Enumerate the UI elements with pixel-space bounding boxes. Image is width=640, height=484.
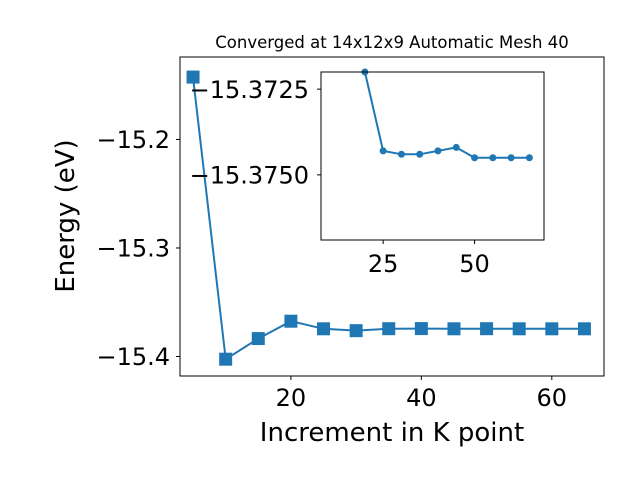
main-data-point	[382, 322, 396, 336]
inset-data-point	[525, 154, 533, 162]
inset-x-tick-label: 25	[368, 250, 399, 278]
main-y-ticks: −15.4 −15.3 −15.2	[96, 126, 180, 371]
inset-data-point	[397, 150, 405, 158]
inset-data-point	[471, 154, 479, 162]
main-data-point	[219, 352, 233, 366]
inset-plot-area: 25 50 −15.3750 −15.3725	[190, 68, 545, 278]
main-x-tick-label: 40	[406, 384, 437, 412]
main-data-point	[284, 314, 298, 328]
main-data-point	[414, 322, 428, 336]
main-data-point	[545, 322, 559, 336]
main-x-tick-label: 60	[537, 384, 568, 412]
inset-series	[361, 68, 533, 162]
main-data-point	[447, 322, 461, 336]
main-data-point	[349, 324, 363, 338]
inset-data-point	[489, 154, 497, 162]
inset-series-line	[363, 71, 530, 159]
inset-x-tick-label: 50	[459, 250, 490, 278]
inset-data-point	[452, 143, 460, 151]
y-axis-label: Energy (eV)	[51, 139, 81, 292]
main-axes-frame	[179, 56, 605, 377]
main-series	[186, 70, 591, 366]
main-y-tick-label: −15.4	[96, 343, 170, 371]
inset-y-tick-label: −15.3750	[190, 161, 309, 189]
inset-data-point	[416, 150, 424, 158]
main-data-point	[577, 322, 591, 336]
main-x-ticks: 20 40 60	[276, 376, 567, 412]
inset-y-tick-label: −15.3725	[190, 76, 309, 104]
main-data-point	[512, 322, 526, 336]
inset-axes-frame	[320, 71, 545, 241]
inset-background	[321, 72, 544, 240]
main-y-tick-label: −15.3	[96, 235, 170, 263]
inset-data-point	[379, 147, 387, 155]
main-plot-area: 20 40 60 −15.4 −15.3 −15.2	[96, 56, 605, 412]
main-y-tick-label: −15.2	[96, 126, 170, 154]
main-data-point	[317, 322, 331, 336]
main-data-point	[251, 332, 265, 346]
main-data-point	[480, 322, 494, 336]
inset-x-ticks: 25 50	[368, 240, 490, 278]
inset-data-point	[507, 154, 515, 162]
inset-data-point	[434, 147, 442, 155]
inset-y-ticks: −15.3750 −15.3725	[190, 76, 321, 189]
main-x-tick-label: 20	[276, 384, 307, 412]
x-axis-label: Increment in K point	[260, 418, 524, 448]
chart-title: Converged at 14x12x9 Automatic Mesh 40	[215, 33, 568, 52]
main-data-point	[186, 70, 200, 84]
